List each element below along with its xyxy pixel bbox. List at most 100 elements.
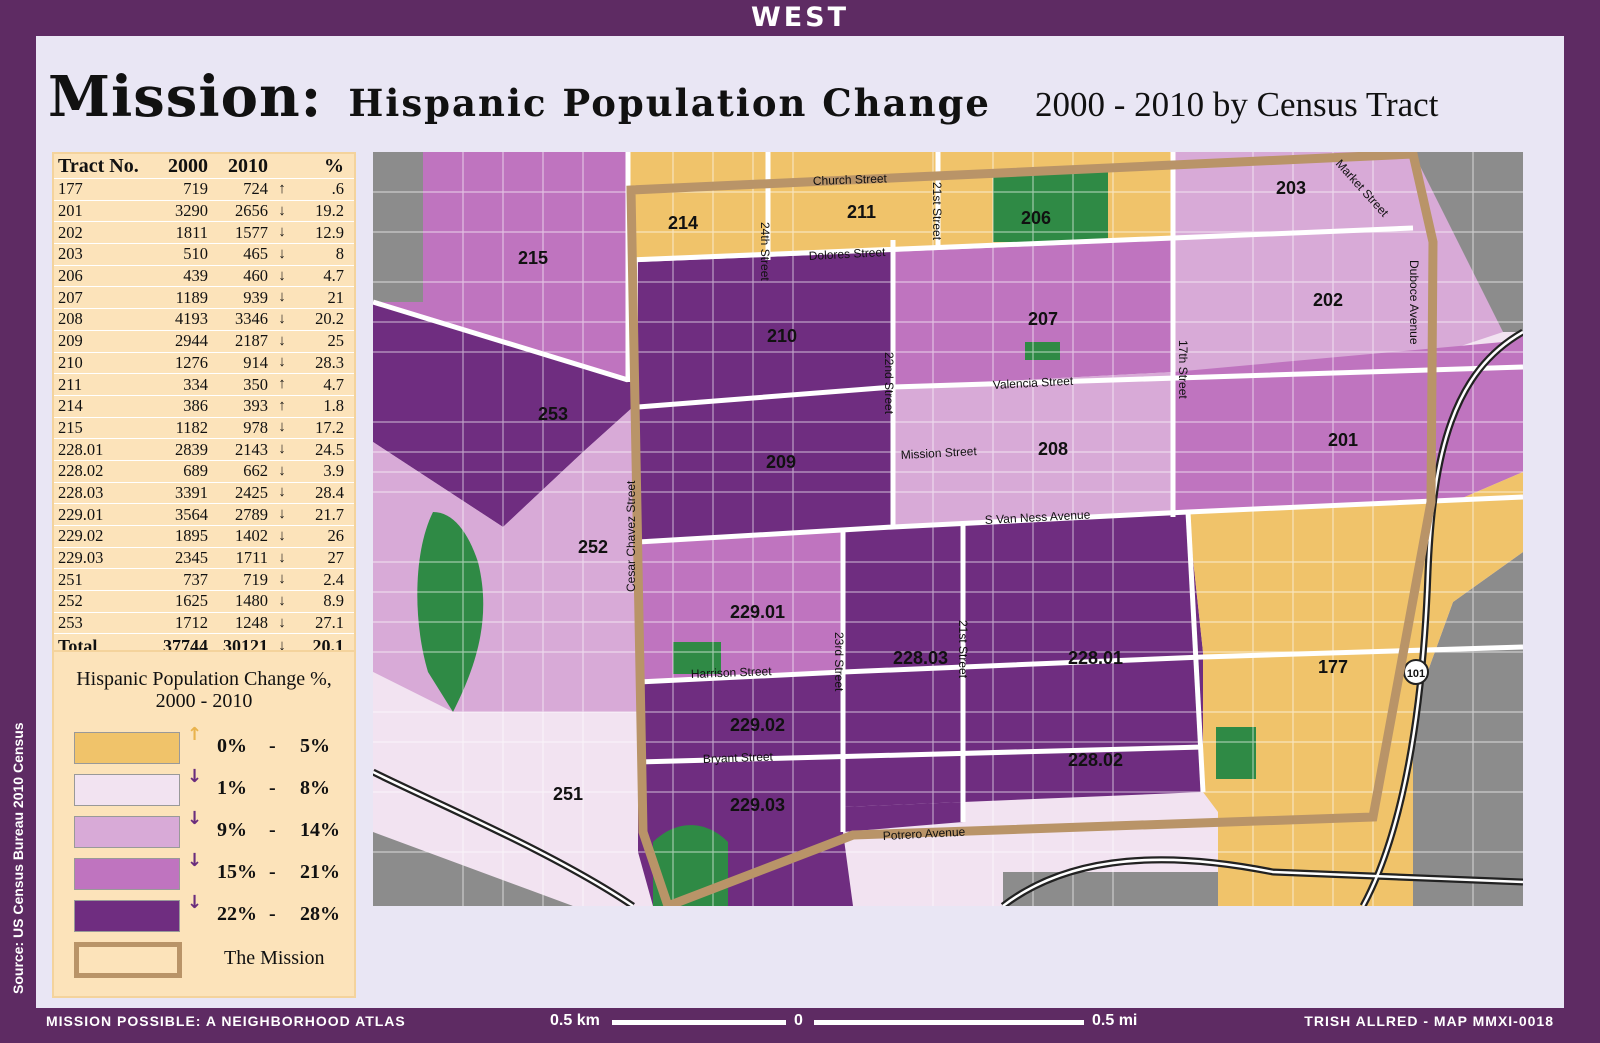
tract-cell: 202	[54, 221, 150, 244]
table-row: 229.01 3564 2789 ↓ 21.7	[54, 503, 354, 526]
highway-101-inner	[373, 330, 1523, 906]
gray-area-nw	[373, 152, 423, 302]
legend-dash: -	[269, 735, 276, 757]
footer-credit: TRISH ALLRED - MAP MMXI-0018	[1304, 1013, 1554, 1029]
value-2010-cell: 2143	[208, 438, 268, 461]
tract-cell: 229.02	[54, 525, 150, 548]
value-2010-cell: 719	[208, 568, 268, 591]
mission-boundary	[626, 152, 1438, 906]
trend-arrow-icon: ↓	[268, 351, 296, 374]
tract-label-206: 206	[1021, 208, 1051, 228]
legend-from: 9%	[217, 819, 247, 841]
value-2010-cell: 2656	[208, 199, 268, 222]
percent-cell: 27.1	[296, 611, 354, 634]
tract-cell: 210	[54, 351, 150, 374]
trend-arrow-icon: ↓	[268, 199, 296, 222]
value-2000-cell: 3564	[150, 503, 208, 526]
tract-177-area	[1188, 472, 1523, 906]
street-label-potrero: Potrero Avenue	[882, 825, 965, 843]
street-label-church: Church Street	[813, 171, 888, 188]
value-2010-cell: 662	[208, 459, 268, 483]
header-2000: 2000	[168, 154, 208, 177]
source-credit: Source: US Census Bureau 2010 Census	[10, 722, 26, 994]
scale-km-label: 0.5 km	[550, 1012, 600, 1029]
legend-item: ↑ 0% - 5%	[74, 724, 344, 764]
value-2010-cell: 1480	[208, 590, 268, 613]
mission-map: 101 215 214 211 206 203 210 207 202 253 …	[373, 152, 1523, 906]
trend-arrow-icon: ↓	[268, 503, 296, 526]
value-2010-cell: 1402	[208, 525, 268, 548]
legend-dash: -	[269, 777, 276, 799]
major-streets	[373, 152, 1523, 832]
percent-cell: 8	[296, 243, 354, 266]
legend-item: ↓ 1% - 8%	[74, 766, 344, 806]
arrow-up-icon: ↑	[187, 724, 203, 745]
street-label-bryant: Bryant Street	[703, 750, 774, 766]
tract-label-228-02: 228.02	[1068, 750, 1123, 770]
street-label-22nd: 22nd Street	[882, 352, 896, 415]
trend-arrow-icon: ↓	[268, 221, 296, 244]
trend-arrow-icon: ↑	[268, 178, 296, 201]
table-row: 201 3290 2656 ↓ 19.2	[54, 199, 354, 222]
tract-cell: 252	[54, 590, 150, 613]
percent-cell: 4.7	[296, 264, 354, 287]
value-2000-cell: 737	[150, 568, 208, 591]
tract-label-201: 201	[1328, 430, 1358, 450]
tract-table: Tract No. 2000 2010 % 177 719 724 ↑ .6 201 329…	[52, 152, 356, 661]
tract-cell: 211	[54, 373, 150, 396]
legend-from: 0%	[217, 735, 247, 757]
table-row: 252 1625 1480 ↓ 8.9	[54, 590, 354, 613]
trend-arrow-icon: ↓	[268, 546, 296, 569]
tract-cell: 229.03	[54, 546, 150, 569]
percent-cell: 12.9	[296, 221, 354, 244]
tract-label-203: 203	[1276, 178, 1306, 198]
tract-209-area	[638, 387, 893, 542]
value-2000-cell: 510	[150, 243, 208, 266]
tract-cell: 253	[54, 611, 150, 634]
table-row: 203 510 465 ↓ 8	[54, 243, 354, 266]
tract-cell: 208	[54, 308, 150, 331]
trend-arrow-icon: ↓	[268, 416, 296, 439]
value-2010-cell: 939	[208, 286, 268, 309]
trend-arrow-icon: ↓	[268, 481, 296, 504]
street-label-21st-south: 21st Street	[956, 620, 970, 679]
tract-label-215: 215	[518, 248, 548, 268]
tract-label-229-02: 229.02	[730, 715, 785, 735]
table-row: 214 386 393 ↑ 1.8	[54, 394, 354, 418]
tract-label-208: 208	[1038, 439, 1068, 459]
legend-to: 14%	[300, 819, 340, 841]
percent-cell: 1.8	[296, 394, 354, 418]
trend-arrow-icon: ↓	[268, 264, 296, 287]
trend-arrow-icon: ↓	[268, 243, 296, 266]
percent-cell: 25	[296, 329, 354, 352]
trend-arrow-icon: ↑	[268, 394, 296, 418]
value-2010-cell: 2425	[208, 481, 268, 504]
trend-arrow-icon: ↓	[268, 438, 296, 461]
legend-item: ↓ 9% - 14%	[74, 808, 344, 848]
page-title: Mission: Hispanic Population Change 2000…	[48, 64, 1438, 134]
tract-label-252: 252	[578, 537, 608, 557]
value-2010-cell: 350	[208, 373, 268, 396]
percent-cell: .6	[296, 178, 354, 201]
percent-cell: 28.4	[296, 481, 354, 504]
percent-cell: 19.2	[296, 199, 354, 222]
legend-title: Hispanic Population Change %, 2000 - 201…	[54, 668, 354, 712]
table-row: 177 719 724 ↑ .6	[54, 178, 354, 201]
legend-dash: -	[269, 861, 276, 883]
table-row: 251 737 719 ↓ 2.4	[54, 568, 354, 591]
percent-cell: 24.5	[296, 438, 354, 461]
scale-bar-mi	[814, 1020, 1084, 1025]
trend-arrow-icon: ↓	[268, 525, 296, 548]
street-label-mission: Mission Street	[900, 444, 977, 462]
street-label-24th: 24th Street	[758, 222, 772, 281]
value-2000-cell: 3391	[150, 481, 208, 504]
park-small-207	[1025, 342, 1060, 360]
header-tract: Tract No.	[58, 154, 139, 177]
table-row: 202 1811 1577 ↓ 12.9	[54, 221, 354, 244]
park-206	[993, 170, 1108, 242]
value-2000-cell: 2839	[150, 438, 208, 461]
value-2010-cell: 724	[208, 178, 268, 201]
table-row: 208 4193 3346 ↓ 20.2	[54, 308, 354, 331]
header-2010: 2010	[228, 154, 268, 177]
title-main: Mission:	[48, 64, 323, 130]
